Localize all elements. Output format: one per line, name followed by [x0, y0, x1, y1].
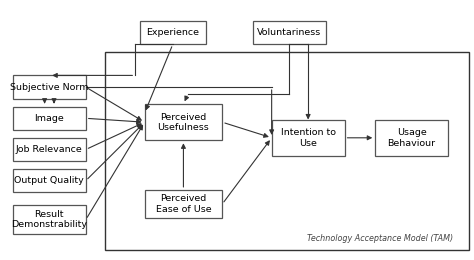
FancyBboxPatch shape	[272, 120, 345, 156]
FancyBboxPatch shape	[140, 21, 206, 44]
Text: Job Relevance: Job Relevance	[16, 145, 82, 154]
Text: Technology Acceptance Model (TAM): Technology Acceptance Model (TAM)	[307, 234, 453, 243]
FancyBboxPatch shape	[13, 138, 86, 161]
Text: Output Quality: Output Quality	[14, 176, 84, 185]
Text: Usage
Behaviour: Usage Behaviour	[388, 128, 436, 147]
FancyBboxPatch shape	[375, 120, 448, 156]
Text: Experience: Experience	[146, 28, 200, 37]
FancyBboxPatch shape	[145, 190, 222, 218]
FancyBboxPatch shape	[253, 21, 326, 44]
Text: Image: Image	[35, 114, 64, 123]
FancyBboxPatch shape	[145, 104, 222, 140]
Text: Perceived
Ease of Use: Perceived Ease of Use	[155, 194, 211, 214]
Text: Result
Demonstrability: Result Demonstrability	[11, 210, 87, 229]
FancyBboxPatch shape	[13, 107, 86, 130]
FancyBboxPatch shape	[13, 205, 86, 234]
Text: Perceived
Usefulness: Perceived Usefulness	[157, 113, 210, 132]
Text: Intention to
Use: Intention to Use	[281, 128, 336, 147]
Text: Subjective Norm: Subjective Norm	[10, 83, 89, 92]
FancyBboxPatch shape	[105, 52, 469, 250]
FancyBboxPatch shape	[13, 75, 86, 99]
FancyBboxPatch shape	[13, 169, 86, 192]
Text: Voluntariness: Voluntariness	[257, 28, 321, 37]
